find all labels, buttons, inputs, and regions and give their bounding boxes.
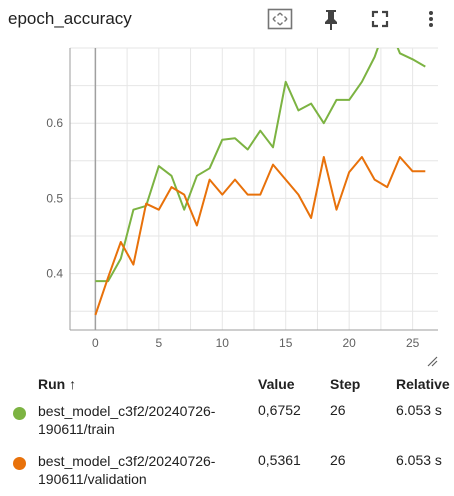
resize-handle-icon[interactable] (426, 354, 438, 366)
line-chart[interactable]: 0 5 10 15 20 25 0.4 0.5 0.6 (0, 44, 454, 364)
run-name: best_model_c3f2/20240726-190611/validati… (38, 452, 250, 488)
column-header-relative[interactable]: Relative (396, 376, 450, 392)
fit-domain-button[interactable] (266, 8, 294, 34)
chart-title: epoch_accuracy (8, 9, 132, 29)
y-tick-label: 0.5 (46, 191, 63, 205)
more-options-button[interactable] (417, 8, 445, 34)
run-header-label: Run (38, 376, 65, 392)
column-header-value[interactable]: Value (258, 376, 295, 392)
x-tick-label: 25 (406, 336, 420, 350)
pin-icon (321, 8, 341, 35)
x-tick-label: 0 (92, 336, 99, 350)
card-header: epoch_accuracy (0, 0, 454, 44)
pin-button[interactable] (317, 8, 345, 34)
run-value: 0,5361 (258, 452, 301, 468)
column-header-run[interactable]: Run ↑ (38, 376, 76, 392)
x-tick-label: 10 (216, 336, 230, 350)
series-line-train (95, 44, 425, 281)
y-tick-label: 0.6 (46, 116, 63, 130)
y-tick-label: 0.4 (46, 267, 63, 281)
x-tick-label: 5 (155, 336, 162, 350)
series-color-dot (13, 457, 26, 470)
column-header-step[interactable]: Step (330, 376, 360, 392)
run-relative: 6.053 s (396, 452, 442, 468)
run-name: best_model_c3f2/20240726-190611/train (38, 402, 250, 438)
run-step: 26 (330, 402, 346, 418)
fullscreen-button[interactable] (366, 8, 394, 34)
chart-area[interactable]: 0 5 10 15 20 25 0.4 0.5 0.6 (0, 44, 454, 364)
table-row[interactable]: best_model_c3f2/20240726-190611/validati… (0, 452, 454, 496)
run-value: 0,6752 (258, 402, 301, 418)
x-tick-label: 15 (279, 336, 293, 350)
run-step: 26 (330, 452, 346, 468)
series-color-dot (13, 407, 26, 420)
run-relative: 6.053 s (396, 402, 442, 418)
fullscreen-icon (370, 9, 390, 34)
fit-to-domain-icon (267, 8, 293, 35)
more-vert-icon (427, 9, 435, 34)
sort-ascending-icon: ↑ (69, 376, 76, 392)
x-tick-label: 20 (342, 336, 356, 350)
table-row[interactable]: best_model_c3f2/20240726-190611/train 0,… (0, 402, 454, 446)
